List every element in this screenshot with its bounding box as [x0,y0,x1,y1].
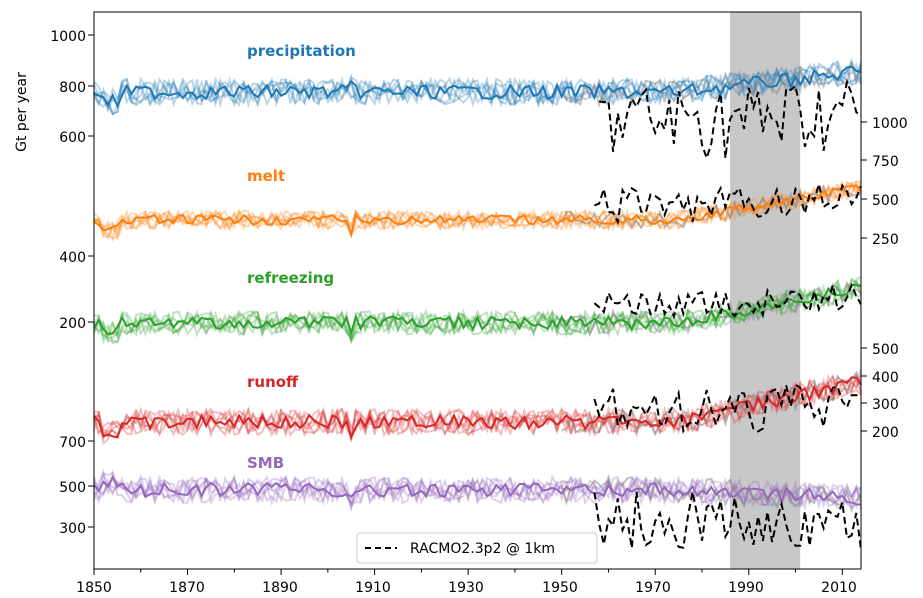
grey-line-runoff [561,370,862,436]
right-tick-label: 1000 [872,116,908,132]
series-label-precipitation: precipitation [247,42,356,60]
plot-frame [93,11,862,570]
left-y-axis: 1000 800 600 400 200 700 500 300 [50,29,86,537]
ensemble-line-runoff [93,371,862,439]
right-tick-label: 400 [872,370,899,386]
right-tick-label: 300 [872,397,899,413]
mean-line-precipitation [93,65,862,109]
ensemble-line-melt [93,179,862,243]
mean-line-SMB [93,474,862,506]
left-tick-label: 700 [59,435,86,451]
left-tick-label: 1000 [50,29,86,45]
right-tick-label: 500 [872,342,899,358]
ensemble-line-precipitation [93,60,862,113]
right-y-axis: 1000 750 500 250 500 400 300 200 [872,116,908,441]
racmo-line-SMB [593,491,862,550]
y-axis-title: Gt per year [14,72,30,152]
left-tick-label: 800 [59,80,86,96]
left-tick-label: 200 [59,316,86,332]
plot-area [88,12,867,575]
ensemble-line-runoff [93,372,862,441]
right-tick-label: 200 [872,425,899,441]
ensemble-line-precipitation [93,56,862,116]
x-tick-label: 1890 [262,580,298,596]
racmo-line-melt [594,183,862,226]
legend-label: RACMO2.3p2 @ 1km [410,541,555,557]
ensemble-line-melt [93,181,862,242]
x-tick-label: 1850 [76,580,112,596]
mean-line-melt [93,184,862,239]
racmo-line-refreezing [593,282,862,320]
right-tick-label: 750 [872,154,899,170]
series-label-runoff: runoff [247,373,299,391]
ensemble-line-melt [93,181,862,238]
x-tick-label: 2010 [821,580,857,596]
left-tick-label: 300 [59,521,86,537]
x-axis: 1850 1870 1890 1910 1930 1950 1970 1990 … [76,580,857,596]
series-label-melt: melt [247,167,285,185]
racmo-line-precipitation [598,78,862,162]
x-tick-label: 1970 [635,580,671,596]
mean-line-refreezing [93,283,862,337]
legend-box [356,532,598,564]
x-tick-label: 1990 [728,580,764,596]
ensemble-line-precipitation [93,61,862,116]
series-labels: precipitation melt refreezing runoff SMB [247,42,356,472]
racmo-line-runoff [593,383,862,434]
left-tick-label: 600 [59,130,86,146]
x-tick-label: 1870 [169,580,205,596]
series-label-refreezing: refreezing [247,269,334,287]
shaded-period [730,12,801,569]
x-tick-label: 1910 [355,580,391,596]
left-tick-label: 500 [59,480,86,496]
series-label-smb: SMB [247,454,284,472]
right-tick-label: 250 [872,232,899,248]
legend: RACMO2.3p2 @ 1km [356,532,598,564]
left-tick-label: 400 [59,250,86,266]
x-tick-label: 1930 [448,580,484,596]
x-tick-label: 1950 [542,580,578,596]
right-tick-label: 500 [872,193,899,209]
